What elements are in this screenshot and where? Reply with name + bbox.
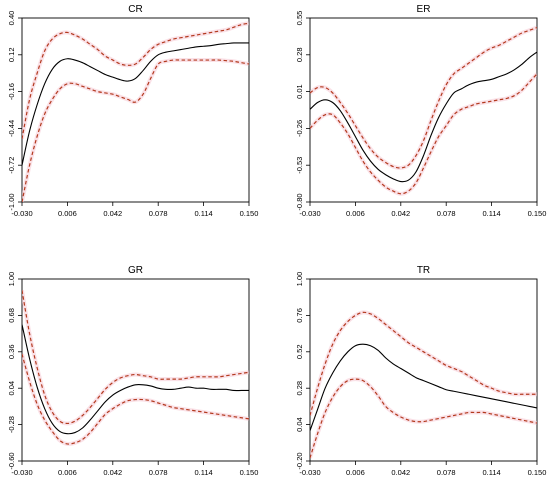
x-tick-label: 0.042 — [391, 468, 410, 477]
y-tick-label: 0.40 — [7, 11, 16, 26]
x-tick-label: 0.114 — [194, 209, 212, 218]
plot-frame — [21, 278, 250, 462]
upper-band-line — [310, 311, 537, 416]
upper-band-line — [22, 22, 249, 140]
panel-title: CR — [128, 4, 142, 15]
panel-title: ER — [417, 4, 431, 15]
panel-title: TR — [417, 265, 430, 276]
band-halo — [22, 290, 249, 426]
x-tick-label: 0.078 — [149, 468, 168, 477]
y-tick-label: 0.04 — [295, 417, 304, 432]
upper-band-line — [310, 26, 537, 169]
panel-title: GR — [128, 265, 143, 276]
y-tick-label: 0.28 — [295, 381, 304, 396]
band-halo — [310, 72, 537, 196]
x-tick-label: 0.006 — [58, 209, 77, 218]
lower-band-line — [22, 59, 249, 202]
x-tick-label: -0.030 — [299, 468, 320, 477]
x-tick-label: 0.078 — [437, 468, 456, 477]
x-tick-label: -0.030 — [299, 209, 320, 218]
y-tick-label: -1.00 — [7, 193, 16, 210]
panel-er: ER -0.030 0.006 0.042 0.078 0.114 0.150 -0.80 -0… — [295, 4, 546, 218]
y-tick-label: 0.76 — [295, 308, 304, 323]
estimate-line — [310, 343, 537, 431]
x-tick-label: 0.114 — [482, 468, 500, 477]
y-tick-label: 0.01 — [295, 84, 304, 99]
x-tick-label: 0.042 — [103, 468, 122, 477]
x-tick-label: 0.150 — [528, 209, 547, 218]
band-halo — [22, 21, 249, 140]
estimate-line — [310, 51, 537, 183]
y-tick-label: 1.00 — [7, 272, 16, 287]
estimate-line — [22, 324, 249, 435]
y-tick-label: 0.28 — [295, 47, 304, 62]
y-tick-label: 0.04 — [7, 381, 16, 396]
y-tick-label: 0.55 — [295, 11, 304, 26]
plot-frame — [309, 17, 538, 203]
x-tick-label: 0.150 — [240, 468, 259, 477]
x-tick-label: 0.114 — [194, 468, 212, 477]
lower-band-line — [22, 353, 249, 445]
upper-band-line — [22, 290, 249, 425]
x-tick-label: 0.150 — [528, 468, 547, 477]
x-tick-label: 0.078 — [149, 209, 168, 218]
y-tick-label: -0.28 — [7, 416, 16, 433]
x-tick-label: 0.006 — [346, 468, 365, 477]
y-tick-label: -0.44 — [7, 120, 16, 137]
x-tick-label: 0.150 — [240, 209, 259, 218]
y-tick-label: -0.20 — [295, 452, 304, 469]
x-tick-label: -0.030 — [11, 468, 32, 477]
plot-frame — [309, 278, 538, 462]
y-tick-label: -0.80 — [295, 193, 304, 210]
y-tick-label: 0.68 — [7, 308, 16, 323]
x-tick-label: 0.006 — [346, 209, 365, 218]
y-tick-label: -0.60 — [7, 452, 16, 469]
y-tick-label: -0.72 — [7, 157, 16, 174]
panel-cr: CR -0.030 0.006 0.042 0.078 0.114 0.150 -1.00 -0… — [7, 4, 258, 218]
panel-gr: GR -0.030 0.006 0.042 0.078 0.114 0.150 -0.60 -0… — [7, 265, 258, 477]
x-tick-label: -0.030 — [11, 209, 32, 218]
estimate-line — [22, 42, 249, 166]
band-halo — [310, 310, 537, 417]
x-tick-label: 0.042 — [103, 209, 122, 218]
plot-frame — [21, 17, 250, 203]
y-tick-label: -0.53 — [295, 157, 304, 174]
x-tick-label: 0.114 — [482, 209, 500, 218]
band-halo — [22, 57, 249, 202]
y-tick-label: 1.00 — [295, 272, 304, 287]
panel-tr: TR -0.030 0.006 0.042 0.078 0.114 0.150 -0.20 0.… — [295, 265, 546, 477]
lower-band-line — [310, 73, 537, 195]
y-tick-label: -0.26 — [295, 120, 304, 137]
y-tick-label: 0.36 — [7, 344, 16, 359]
x-tick-label: 0.006 — [58, 468, 77, 477]
x-tick-label: 0.042 — [391, 209, 410, 218]
x-tick-label: 0.078 — [437, 209, 456, 218]
y-tick-label: 0.52 — [295, 344, 304, 359]
y-tick-label: -0.16 — [7, 83, 16, 100]
band-halo — [310, 377, 537, 459]
y-tick-label: 0.12 — [7, 47, 16, 62]
